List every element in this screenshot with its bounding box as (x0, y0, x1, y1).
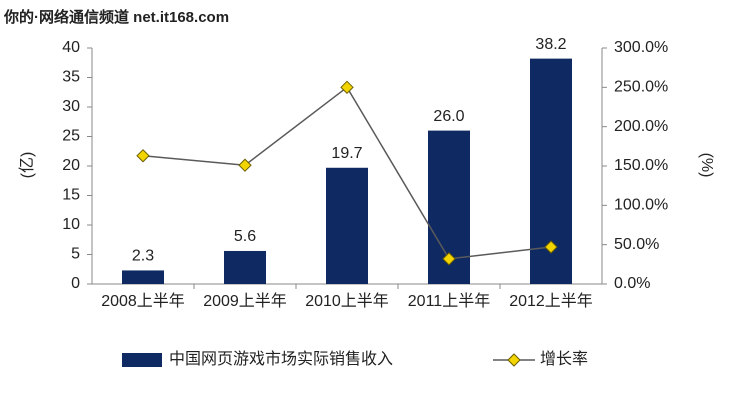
marker (442, 252, 456, 266)
value-label: 2.3 (132, 248, 154, 265)
value-label: 26.0 (433, 108, 464, 125)
y-tick-label: 0 (71, 275, 80, 292)
x-tick-label: 2012上半年 (509, 292, 593, 310)
marker (544, 240, 558, 254)
value-label: 19.7 (331, 145, 362, 162)
value-label: 5.6 (234, 228, 256, 245)
bar (122, 270, 164, 284)
x-tick-label: 2010上半年 (305, 292, 389, 310)
watermark: 你的·网络通信频道 net.it168.com (3, 8, 229, 26)
bar (224, 250, 266, 284)
y-tick-label: 40 (62, 39, 80, 56)
y-tick-label: 5 (71, 246, 80, 263)
marker (136, 149, 150, 163)
y-tick-label: 30 (62, 98, 80, 115)
marker (238, 158, 252, 172)
y-tick-label: 20 (62, 157, 80, 174)
legend-marker (507, 353, 521, 367)
marker (340, 80, 354, 95)
x-tick-label: 2011上半年 (408, 292, 490, 310)
y2-tick-label: 250.0% (614, 79, 668, 96)
y2-tick-label: 200.0% (614, 118, 668, 135)
y2-tick-label: 300.0% (614, 39, 668, 56)
y-tick-label: 10 (62, 216, 80, 233)
y2-tick-label: 150.0% (614, 157, 668, 174)
y-axis-label: (亿) (18, 152, 36, 179)
y-tick-label: 15 (62, 187, 80, 204)
x-tick-label: 2008上半年 (101, 292, 185, 310)
y2-tick-label: 0.0% (614, 275, 650, 292)
y2-tick-label: 100.0% (614, 197, 668, 214)
legend-label: 中国网页游戏市场实际销售收入 (169, 350, 393, 368)
x-tick-label: 2009上半年 (203, 292, 287, 310)
bar (326, 167, 368, 284)
y2-axis-label: (%) (698, 153, 715, 178)
y-tick-label: 35 (62, 69, 80, 86)
y2-tick-label: 50.0% (614, 236, 659, 253)
y-tick-label: 25 (62, 128, 80, 145)
value-label: 38.2 (535, 36, 566, 53)
legend-label: 增长率 (540, 350, 588, 368)
legend-swatch (122, 353, 162, 367)
